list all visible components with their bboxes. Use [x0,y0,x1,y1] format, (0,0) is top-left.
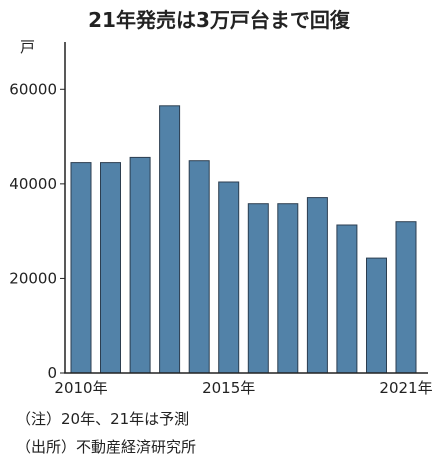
bar-2011 [100,162,121,374]
chart-title: 21年発売は3万戸台まで回復 [88,8,351,32]
forecast-note: （注）20年、21年は予測 [16,410,190,428]
y-tick-label: 20000 [9,269,57,287]
x-tick-label: 2010年 [54,379,107,397]
x-axis-ticks: 2010年 2015年 2021年 [54,379,432,397]
bar-2012 [129,156,151,374]
bar-2015 [218,181,240,374]
x-tick-label: 2015年 [202,379,255,397]
bar-2014 [188,160,210,374]
bar-2013 [159,105,181,374]
y-tick-label: 60000 [9,80,57,98]
bar-2018 [306,197,328,374]
bar-2019 [336,224,358,374]
bar-2016 [247,203,269,374]
bars [70,105,417,374]
bar-2010 [70,162,92,374]
bar-2020 [366,257,387,374]
bar-2017 [277,203,299,374]
y-tick-label: 40000 [9,175,57,193]
source-note: （出所）不動産経済研究所 [16,438,197,456]
y-axis-unit: 戸 [20,38,35,56]
y-tick-label: 0 [47,364,57,382]
bar-2021 [395,221,417,374]
x-tick-label: 2021年 [379,379,432,397]
y-axis-ticks: 0 20000 40000 60000 [9,80,65,382]
